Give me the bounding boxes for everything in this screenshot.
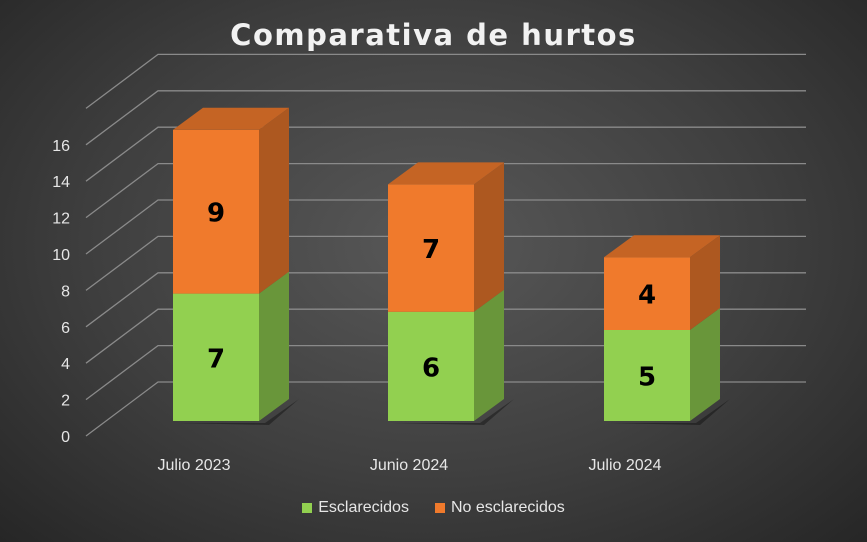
bar-side-junio-2024-esclarecidos bbox=[474, 289, 504, 421]
data-label-julio-2024-esclarecidos: 5 bbox=[638, 363, 656, 393]
data-label-julio-2023-no-esclarecidos: 9 bbox=[207, 199, 225, 229]
bar-top-julio-2023 bbox=[173, 107, 289, 130]
legend-swatch-no-esclarecidos bbox=[434, 503, 445, 513]
gridline-14 bbox=[85, 126, 806, 182]
data-label-junio-2024-no-esclarecidos: 7 bbox=[422, 235, 440, 265]
y-tick-2: 2 bbox=[61, 393, 70, 410]
bars: 7 9 6 7 5 4 bbox=[173, 107, 730, 425]
x-axis-categories: Julio 2023 Junio 2024 Julio 2024 bbox=[158, 457, 662, 474]
category-label-julio-2024: Julio 2024 bbox=[589, 457, 662, 474]
gridline-10 bbox=[85, 199, 806, 255]
y-tick-6: 6 bbox=[61, 320, 70, 337]
data-label-junio-2024-esclarecidos: 6 bbox=[422, 353, 440, 383]
gridline-2 bbox=[85, 344, 806, 401]
legend-label-no-esclarecidos: No esclarecidos bbox=[450, 499, 565, 516]
bar-junio-2024-esclarecidos bbox=[388, 311, 474, 421]
y-tick-8: 8 bbox=[61, 283, 70, 300]
y-tick-10: 10 bbox=[52, 247, 70, 264]
bar-junio-2024-no-esclarecidos bbox=[388, 184, 474, 312]
bar-side-julio-2023-esclarecidos bbox=[259, 271, 289, 421]
category-label-julio-2023: Julio 2023 bbox=[158, 457, 231, 474]
chart-title: Comparativa de hurtos bbox=[230, 18, 637, 52]
y-tick-0: 0 bbox=[61, 429, 70, 446]
bar-julio-2024-esclarecidos bbox=[604, 330, 690, 421]
bar-julio-2023-esclarecidos bbox=[173, 293, 259, 421]
y-axis-ticks: 0 2 4 6 8 10 12 14 16 bbox=[52, 138, 70, 446]
gridline-0 bbox=[85, 381, 806, 437]
gridline-8 bbox=[85, 235, 806, 291]
bar-side-junio-2024-no-esclarecidos bbox=[474, 162, 504, 312]
gridline-6 bbox=[85, 272, 806, 328]
bar-top-julio-2024 bbox=[604, 235, 720, 258]
bar-julio-2023-no-esclarecidos bbox=[173, 129, 259, 294]
bar-top-junio-2024 bbox=[388, 162, 504, 185]
data-label-julio-2024-no-esclarecidos: 4 bbox=[638, 281, 656, 311]
bar-side-julio-2023-no-esclarecidos bbox=[259, 107, 289, 294]
y-tick-12: 12 bbox=[52, 211, 70, 228]
gridline-4 bbox=[85, 308, 806, 364]
legend-label-esclarecidos: Esclarecidos bbox=[318, 499, 409, 516]
legend: Esclarecidos No esclarecidos bbox=[0, 499, 867, 517]
legend-item-no-esclarecidos: No esclarecidos bbox=[434, 499, 565, 517]
gridline-top bbox=[85, 53, 806, 109]
gridline-16 bbox=[85, 90, 806, 146]
legend-item-esclarecidos: Esclarecidos bbox=[302, 499, 409, 517]
gridlines bbox=[85, 53, 806, 437]
gridline-12 bbox=[85, 162, 806, 219]
y-tick-14: 14 bbox=[52, 174, 70, 191]
bar-side-julio-2024-no-esclarecidos bbox=[690, 235, 720, 330]
y-tick-4: 4 bbox=[61, 356, 70, 373]
data-label-julio-2023-esclarecidos: 7 bbox=[207, 344, 225, 374]
y-tick-16: 16 bbox=[52, 138, 70, 155]
bar-julio-2024-no-esclarecidos bbox=[604, 257, 690, 330]
legend-swatch-esclarecidos bbox=[302, 503, 313, 513]
bar-side-julio-2024-esclarecidos bbox=[690, 308, 720, 421]
category-label-junio-2024: Junio 2024 bbox=[370, 457, 448, 474]
